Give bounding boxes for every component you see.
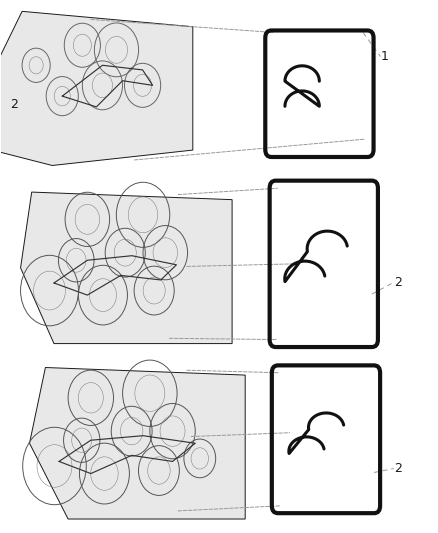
Text: 2: 2 — [394, 276, 402, 289]
Text: 2: 2 — [394, 462, 402, 475]
Polygon shape — [21, 192, 232, 344]
Polygon shape — [29, 368, 245, 519]
Text: 1: 1 — [381, 50, 389, 63]
Text: 2: 2 — [10, 98, 18, 111]
Polygon shape — [0, 11, 193, 165]
